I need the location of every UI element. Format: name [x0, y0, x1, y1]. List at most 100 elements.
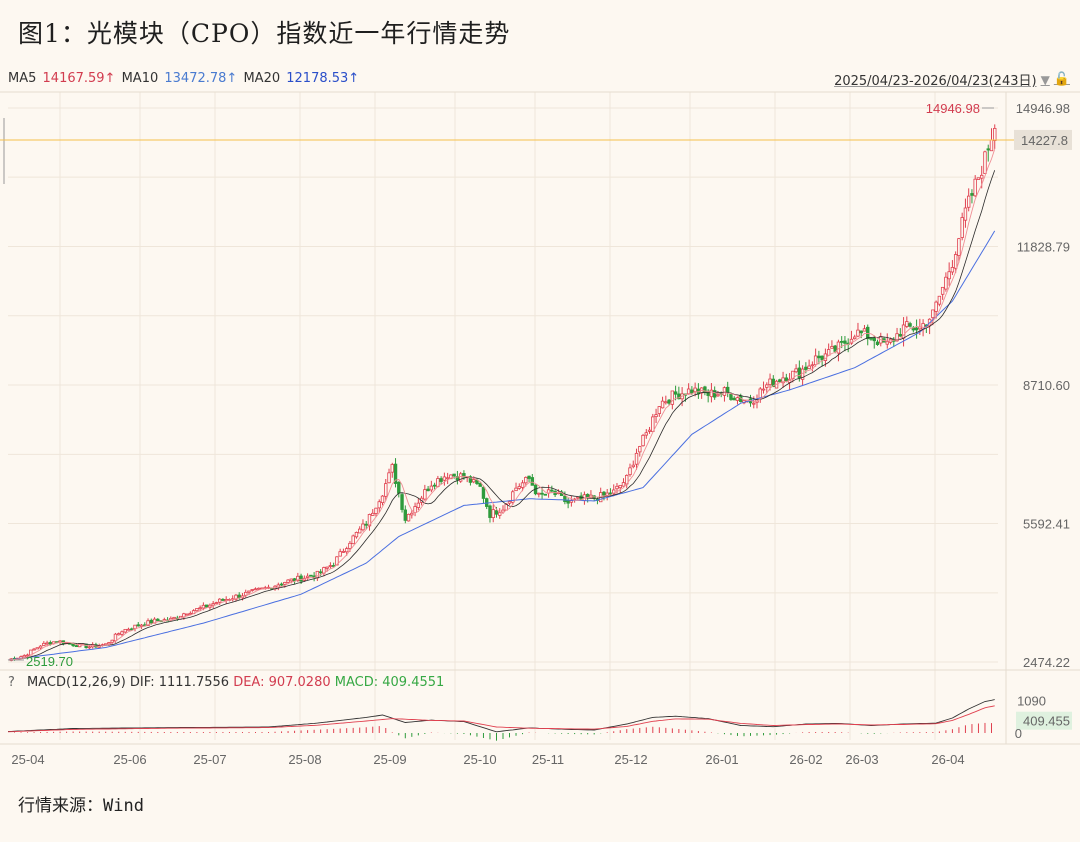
candle-up: [338, 551, 342, 557]
low-label: 2519.70: [26, 654, 73, 669]
ma-legend: MA5 14167.59↑ MA10 13472.78↑ MA20 12178.…: [8, 71, 361, 86]
candle-up: [296, 575, 300, 581]
candle-down: [481, 486, 486, 499]
candle-up: [989, 139, 994, 152]
candle-up: [217, 598, 222, 603]
source-note: 行情来源：Wind: [18, 796, 144, 816]
candle-up: [709, 389, 714, 398]
candle-up: [670, 390, 675, 405]
candle-up: [152, 618, 157, 624]
candle-up: [380, 495, 385, 504]
candle-up: [110, 639, 114, 643]
candle-down: [820, 355, 824, 361]
candle-up: [983, 151, 987, 174]
candle-up: [58, 640, 62, 643]
dif-line: [7, 699, 995, 733]
candle-up: [973, 178, 977, 197]
candle-up: [768, 378, 772, 386]
candle-up: [211, 603, 215, 606]
candle-up: [781, 377, 785, 384]
candle-down: [843, 340, 847, 344]
candle-up: [940, 286, 945, 295]
ma10-value: 13472.78↑: [164, 71, 238, 86]
candle-up: [937, 295, 942, 305]
current-price-box: [1014, 129, 1072, 150]
candle-up: [931, 309, 935, 319]
candle-up: [960, 217, 964, 238]
candle-up: [957, 238, 961, 256]
candle-down: [364, 523, 368, 526]
candle-down: [494, 510, 499, 515]
candle-up: [631, 464, 635, 468]
candle-down: [455, 476, 460, 481]
candle-up: [514, 487, 518, 492]
candle-up: [862, 328, 867, 332]
y-tick-label: 8710.60: [1023, 378, 1070, 393]
candle-down: [48, 642, 53, 645]
candle-up: [628, 467, 632, 476]
candle-down: [566, 500, 570, 504]
candle-down: [478, 482, 482, 487]
candle-up: [38, 645, 43, 649]
candle-down: [797, 367, 802, 379]
candle-up: [634, 452, 639, 465]
candle-up: [257, 587, 261, 590]
candle-down: [318, 571, 323, 574]
date-range-selector[interactable]: 2025/04/23-2026/04/23(243日) ▼ 🔓: [834, 70, 1070, 89]
candle-up: [367, 514, 372, 527]
lock-icon[interactable]: 🔓: [1053, 72, 1070, 87]
candle-down: [859, 330, 863, 334]
candle-up: [247, 590, 251, 593]
candle-down: [673, 391, 678, 395]
candle-up: [133, 624, 137, 629]
candle-down: [690, 389, 694, 394]
macd-legend: ? MACD(12,26,9) DIF: 1111.7556 DEA: 907.…: [8, 675, 444, 690]
candle-down: [403, 509, 408, 521]
candle-up: [458, 473, 463, 482]
macd-tick-label: 1090: [1017, 693, 1046, 708]
candle-down: [397, 481, 401, 494]
candle-down: [136, 624, 140, 627]
candle-up: [758, 388, 762, 399]
candle-down: [156, 618, 160, 622]
ma10-line: [7, 170, 996, 661]
candle-up: [752, 402, 756, 405]
candle-up: [374, 507, 378, 514]
candle-up: [348, 542, 352, 549]
candle-up: [283, 582, 287, 585]
candle-up: [123, 628, 127, 633]
candle-up: [126, 628, 131, 631]
candle-up: [198, 607, 202, 610]
ma20-label: MA20: [243, 71, 281, 86]
candle-up: [390, 464, 394, 473]
date-range-label[interactable]: 2025/04/23-2026/04/23(243日): [834, 74, 1037, 89]
y-tick-label: 14946.98: [1016, 101, 1070, 116]
dropdown-triangle-icon[interactable]: ▼: [1040, 72, 1050, 87]
ma20-value: 12178.53↑: [286, 71, 360, 86]
candle-down: [540, 492, 544, 495]
candle-down: [608, 492, 613, 495]
candle-down: [866, 326, 870, 340]
candle-up: [507, 501, 512, 504]
candle-up: [638, 446, 642, 453]
candle-up: [657, 406, 662, 414]
candle-up: [651, 416, 655, 432]
candle-up: [794, 368, 798, 373]
candle-up: [253, 588, 258, 591]
candle-down: [726, 386, 730, 394]
macd-tick-label: 0: [1015, 726, 1022, 741]
candle-up: [244, 591, 248, 596]
candle-down: [898, 333, 903, 337]
candle-down: [452, 473, 456, 477]
candle-up: [501, 509, 505, 513]
help-icon[interactable]: ?: [8, 675, 15, 690]
y-tick-label: 2474.22: [1023, 655, 1070, 670]
candle-up: [286, 579, 290, 583]
candle-up: [576, 496, 580, 499]
candle-up: [810, 364, 815, 367]
candle-down: [530, 477, 535, 486]
candle-up: [980, 174, 984, 179]
candle-up: [377, 501, 381, 509]
candle-up: [664, 401, 668, 404]
